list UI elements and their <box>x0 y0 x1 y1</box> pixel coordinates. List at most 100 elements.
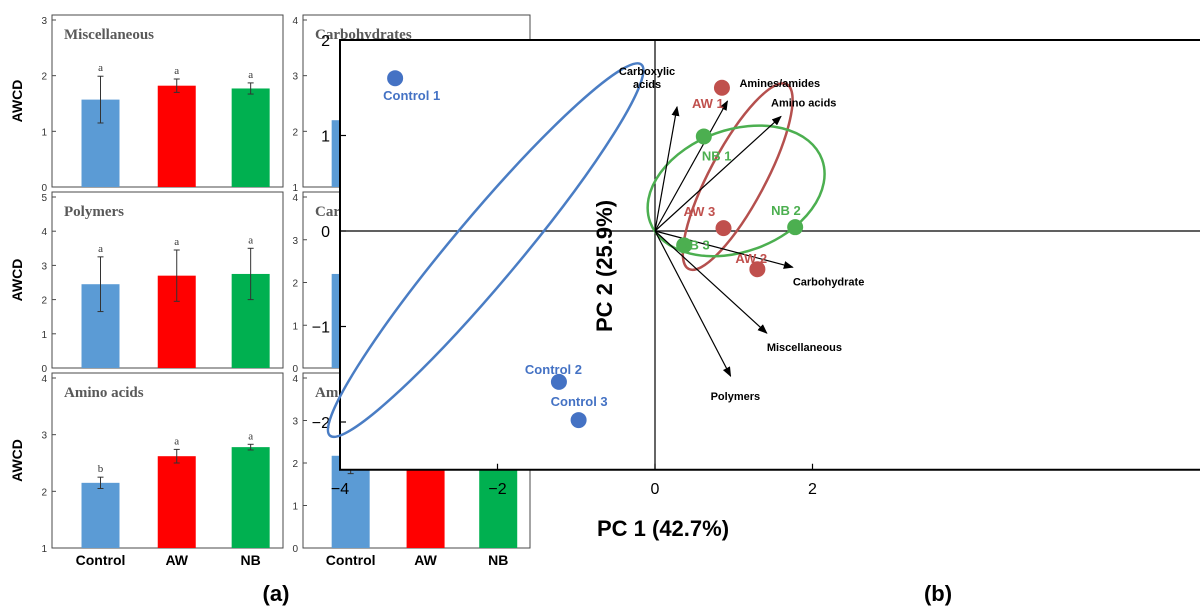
significance-letter: b <box>98 463 104 475</box>
y-tick-label: 2 <box>321 33 330 50</box>
data-point-control-2 <box>550 373 567 390</box>
x-tick-label: 0 <box>651 481 660 498</box>
loading-vector-polymers <box>654 230 732 378</box>
y-tick-label: 2 <box>41 296 47 307</box>
y-tick-label: 0 <box>292 364 298 375</box>
vector-label-carbohydrate: Carbohydrate <box>793 276 865 288</box>
bar-control <box>81 482 120 548</box>
ellipse-aw <box>681 82 794 272</box>
panel-a-label: (a) <box>263 581 290 606</box>
y-tick-label: −2 <box>312 415 330 432</box>
y-tick-label: 3 <box>292 72 298 83</box>
y-tick-label: 1 <box>292 321 298 332</box>
vector-label-line: acids <box>633 79 661 91</box>
data-point-nb-3 <box>676 237 693 254</box>
y-tick-label: 4 <box>41 374 47 385</box>
panel-b-pca-biplot: −4 −2 0 2 −2 −1 0 1 2 PC 1 (42.7%) PC 2 (25.9%) Ami… <box>312 33 1200 541</box>
x-tick-label: −2 <box>488 481 506 498</box>
y-tick-label: 2 <box>41 487 47 498</box>
y-axis-label: AWCD <box>9 80 25 123</box>
y-tick-label: 1 <box>41 127 47 138</box>
panel-b-label: (b) <box>924 581 952 606</box>
bar-nb <box>231 447 270 548</box>
bar-chart-polymers: 0 1 2 3 4 5 Polymers AWCD a a a <box>9 191 284 375</box>
data-point-aw-3 <box>715 220 732 237</box>
point-label-nb-1: NB 1 <box>702 148 732 163</box>
y-tick-label: 0 <box>321 224 330 241</box>
y-tick-label: 1 <box>41 330 47 341</box>
chart-title: Amino acids <box>64 385 144 401</box>
x-tick-label: NB <box>488 552 508 568</box>
x-tick-label: −4 <box>331 481 349 498</box>
y-tick-label: 0 <box>292 544 298 555</box>
x-tick-label: 2 <box>808 481 817 498</box>
vector-label-line: Carboxylic <box>619 66 675 78</box>
data-point-aw-1 <box>713 79 730 96</box>
vector-label-amino-acids: Amino acids <box>771 97 836 109</box>
y-axis-label: PC 2 (25.9%) <box>592 200 617 332</box>
y-tick-label: 5 <box>41 193 47 204</box>
y-tick-label: 3 <box>292 236 298 247</box>
loading-vector-carboxylic-acids <box>654 105 680 232</box>
x-tick-label: Control <box>76 552 126 568</box>
y-tick-label: 1 <box>41 544 47 555</box>
point-label-aw-3: AW 3 <box>684 204 716 219</box>
data-point-control-3 <box>570 412 587 429</box>
x-tick-label: Control <box>326 552 376 568</box>
point-label-nb-2: NB 2 <box>771 203 801 218</box>
y-tick-label: 0 <box>41 183 47 194</box>
pca-biplot: −4 −2 0 2 −2 −1 0 1 2 PC 1 (42.7%) PC 2 (25.9%) Ami… <box>312 33 1200 541</box>
bar-chart-miscellaneous: 0 1 2 3 Miscellaneous AWCD a a a <box>9 14 284 194</box>
y-tick-label: 4 <box>41 227 47 238</box>
data-point-nb-2 <box>787 219 804 236</box>
significance-letter: a <box>248 234 253 246</box>
y-tick-label: 2 <box>292 279 298 290</box>
loading-vector-amines-amides <box>654 100 728 232</box>
y-tick-label: −1 <box>312 320 330 337</box>
y-axis-label: AWCD <box>9 259 25 302</box>
data-point-nb-1 <box>695 128 712 145</box>
y-tick-label: 4 <box>292 374 298 385</box>
y-tick-label: 1 <box>321 129 330 146</box>
point-label-aw-2: AW 2 <box>735 251 767 266</box>
point-label-nb-3: NB 3 <box>680 237 710 252</box>
significance-letter: a <box>248 69 253 81</box>
significance-letter: a <box>248 430 253 442</box>
significance-letter: a <box>174 236 179 248</box>
vector-label-amines-amides: Amines/amides <box>739 78 820 90</box>
vector-label-carboxylic-acids: Carboxylic acids <box>619 66 675 91</box>
y-tick-label: 2 <box>292 459 298 470</box>
y-tick-label: 3 <box>41 261 47 272</box>
x-tick-label: AW <box>414 552 437 568</box>
y-tick-label: 1 <box>292 502 298 513</box>
significance-letter: a <box>98 62 103 74</box>
y-tick-label: 4 <box>292 193 298 204</box>
data-point-aw-2 <box>749 261 766 278</box>
chart-title: Miscellaneous <box>64 27 154 43</box>
loading-vector-amino-acids <box>654 115 782 232</box>
loading-vector-carbohydrate <box>654 230 794 269</box>
bar-chart-amino-acids: 1 2 3 4 Amino acids AWCD b Control a AW a NB <box>9 372 284 568</box>
bar-nb <box>231 88 270 187</box>
y-tick-label: 2 <box>292 127 298 138</box>
ellipse-nb <box>646 124 826 258</box>
significance-letter: a <box>174 435 179 447</box>
significance-letter: a <box>98 243 103 255</box>
point-label-aw-1: AW 1 <box>692 96 724 111</box>
significance-letter: a <box>174 65 179 77</box>
bar-aw <box>157 85 196 187</box>
y-axis-label: AWCD <box>9 439 25 482</box>
ellipse-control <box>326 62 645 439</box>
chart-title: Polymers <box>64 204 124 220</box>
y-tick-label: 3 <box>41 431 47 442</box>
y-tick-label: 0 <box>41 364 47 375</box>
vector-label-polymers: Polymers <box>711 391 761 403</box>
loading-vector-miscellaneous <box>654 230 768 334</box>
x-axis-label: PC 1 (42.7%) <box>597 516 729 541</box>
point-label-control-1: Control 1 <box>383 88 440 103</box>
y-tick-label: 2 <box>41 72 47 83</box>
vector-label-miscellaneous: Miscellaneous <box>767 342 842 354</box>
x-tick-label: AW <box>165 552 188 568</box>
y-tick-label: 4 <box>292 16 298 27</box>
